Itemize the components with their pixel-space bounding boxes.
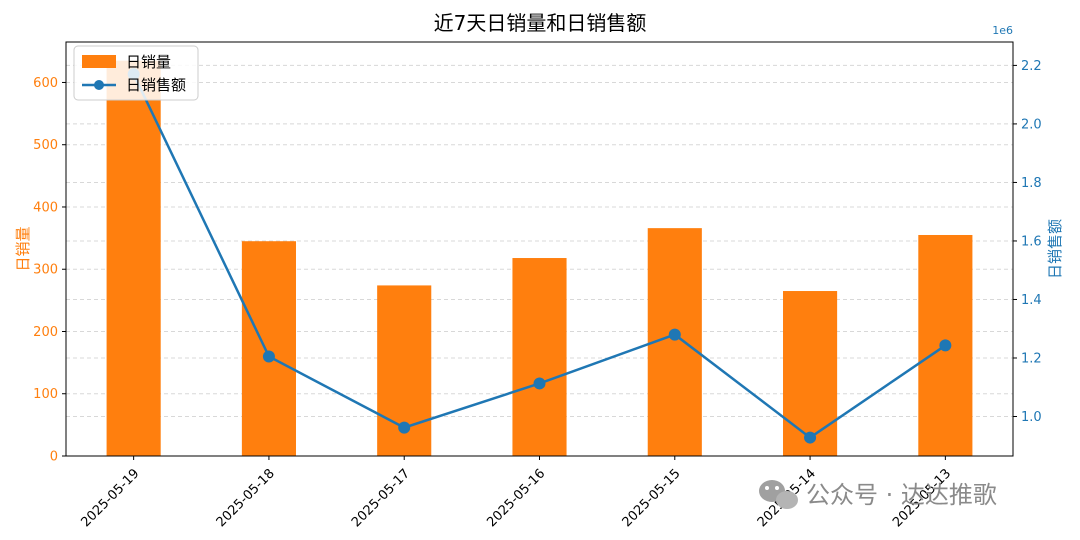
- line-point: [398, 421, 411, 434]
- x-tick-label: 2025-05-17: [349, 466, 413, 530]
- right-tick-label: 1.8: [1021, 176, 1042, 191]
- bar: [783, 291, 838, 456]
- bar: [512, 258, 567, 456]
- legend-label: 日销量: [126, 53, 171, 71]
- left-tick-label: 300: [33, 263, 58, 278]
- right-tick-label: 2.0: [1021, 117, 1042, 132]
- x-tick-label: 2025-05-18: [214, 466, 278, 530]
- bar: [106, 60, 161, 456]
- legend-swatch-marker: [94, 80, 104, 90]
- x-tick-label: 2025-05-15: [620, 466, 684, 530]
- right-axis-label: 日销售额: [1046, 219, 1064, 279]
- right-tick-label: 1.2: [1021, 351, 1042, 366]
- line-series: [127, 68, 952, 444]
- line-point: [533, 377, 546, 390]
- watermark-text: 公众号 · 达达推歌: [806, 481, 997, 509]
- left-tick-label: 500: [33, 138, 58, 153]
- left-tick-label: 600: [33, 76, 58, 91]
- bar: [241, 241, 296, 456]
- left-tick-label: 400: [33, 200, 58, 215]
- legend-swatch-bar: [82, 55, 116, 68]
- chart-title: 近7天日销量和日销售额: [434, 11, 647, 35]
- bar-series: [106, 60, 973, 456]
- legend-label: 日销售额: [126, 76, 186, 94]
- right-tick-label: 1.0: [1021, 410, 1042, 425]
- line-point: [262, 350, 275, 363]
- grid-lines: [66, 64, 1013, 457]
- right-tick-label: 1.4: [1021, 293, 1042, 308]
- right-axis-offset-text: 1e6: [992, 24, 1013, 37]
- left-tick-label: 0: [50, 450, 58, 465]
- left-axis-label: 日销量: [14, 226, 32, 271]
- wechat-icon: [759, 480, 798, 509]
- watermark: 公众号 · 达达推歌: [759, 480, 997, 509]
- x-tick-label: 2025-05-19: [78, 466, 142, 530]
- left-tick-label: 200: [33, 325, 58, 340]
- line-point: [804, 431, 817, 444]
- line-point: [668, 328, 681, 341]
- x-tick-label: 2025-05-16: [484, 466, 548, 530]
- right-tick-label: 2.2: [1021, 59, 1042, 74]
- left-tick-label: 100: [33, 387, 58, 402]
- line-point: [939, 339, 952, 352]
- right-tick-label: 1.6: [1021, 234, 1042, 249]
